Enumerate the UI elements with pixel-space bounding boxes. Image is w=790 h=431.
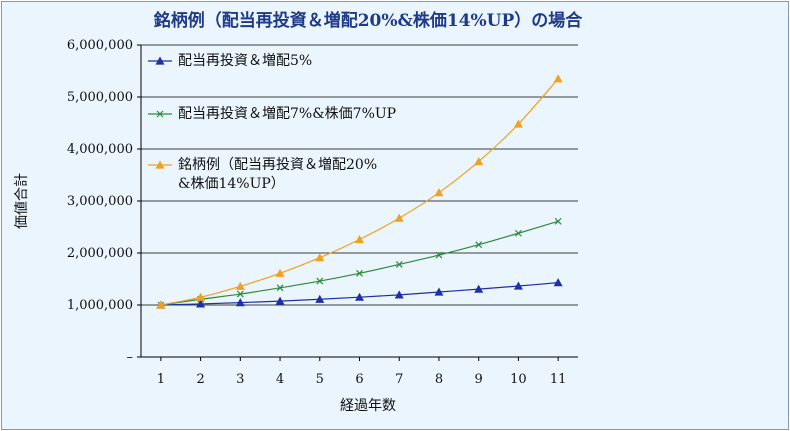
legend-label: 配当再投資＆増配7%&株価7%UP: [178, 106, 396, 122]
data-point: [554, 217, 562, 225]
data-point: [275, 268, 285, 277]
series-3: [156, 74, 563, 309]
x-tick-label: 5: [316, 372, 324, 387]
x-axis-ticks: 1 2 3 4 5 6 7 8 9 10 11: [157, 357, 567, 387]
x-tick-label: 1: [157, 372, 165, 387]
legend-swatch-marker: [155, 56, 165, 65]
data-point: [235, 281, 245, 290]
data-point: [355, 234, 364, 244]
data-point: [513, 281, 523, 290]
x-tick-label: 2: [196, 372, 204, 387]
series-group: [156, 74, 563, 309]
data-point: [236, 290, 244, 298]
data-point: [316, 277, 324, 285]
data-point: [395, 261, 403, 268]
y-tick-label: 4,000,000: [67, 142, 133, 157]
legend-label: 配当再投資＆増配5%: [178, 53, 312, 69]
data-point: [196, 299, 206, 308]
legend-swatch-marker: [155, 160, 165, 169]
y-axis-ticks: – 1,000,000 2,000,000 3,000,000 4,000,000 5,0…: [67, 38, 141, 365]
data-point: [394, 290, 404, 299]
data-point: [355, 292, 364, 301]
chart-title: 銘柄例（配当再投資＆増配20%&株価14%UP）の場合: [154, 10, 584, 31]
x-tick-label: 7: [395, 372, 403, 387]
data-point: [315, 294, 325, 303]
y-tick-label: 5,000,000: [67, 90, 133, 105]
legend-swatch-marker: [156, 110, 164, 118]
y-axis-label: 価値合計: [14, 173, 30, 229]
data-point: [514, 229, 522, 237]
legend-entry-2: 配当再投資＆増配7%&株価7%UP: [148, 106, 396, 122]
y-tick-label: –: [127, 350, 134, 365]
x-tick-label: 3: [236, 372, 244, 387]
y-tick-label: 1,000,000: [67, 298, 133, 313]
data-point: [315, 253, 325, 262]
x-tick-label: 9: [475, 372, 483, 387]
legend: 配当再投資＆増配5% 配当再投資＆増配7%&株価7%UP 銘柄例（配当再投資＆増配2…: [148, 53, 396, 192]
data-point: [513, 119, 523, 128]
gridlines: [141, 44, 578, 306]
data-point: [553, 278, 563, 287]
data-point: [434, 188, 444, 197]
legend-entry-1: 配当再投資＆増配5%: [148, 53, 312, 69]
data-point: [434, 287, 444, 296]
data-point: [435, 251, 443, 259]
data-point: [553, 74, 563, 83]
x-tick-label: 6: [355, 372, 363, 387]
y-tick-label: 6,000,000: [67, 38, 133, 53]
data-point: [235, 298, 245, 307]
series-2: [157, 217, 562, 309]
legend-label: &株価14%UP）: [178, 176, 285, 192]
data-point: [156, 300, 166, 309]
data-point: [356, 269, 363, 277]
data-point: [474, 156, 484, 166]
x-tick-label: 8: [435, 372, 443, 387]
data-point: [474, 284, 484, 293]
data-point: [276, 284, 284, 292]
data-point: [394, 213, 404, 222]
x-axis-label: 経過年数: [340, 398, 396, 414]
x-tick-label: 11: [550, 372, 567, 387]
legend-entry-3: 銘柄例（配当再投資＆増配20% &株価14%UP）: [148, 157, 377, 192]
y-tick-label: 2,000,000: [67, 246, 133, 261]
data-point: [196, 292, 206, 301]
data-point: [475, 241, 483, 249]
x-tick-label: 10: [510, 372, 527, 387]
x-tick-label: 4: [276, 372, 284, 387]
legend-label: 銘柄例（配当再投資＆増配20%: [178, 157, 377, 173]
y-tick-label: 3,000,000: [67, 194, 133, 209]
data-point: [275, 296, 285, 305]
